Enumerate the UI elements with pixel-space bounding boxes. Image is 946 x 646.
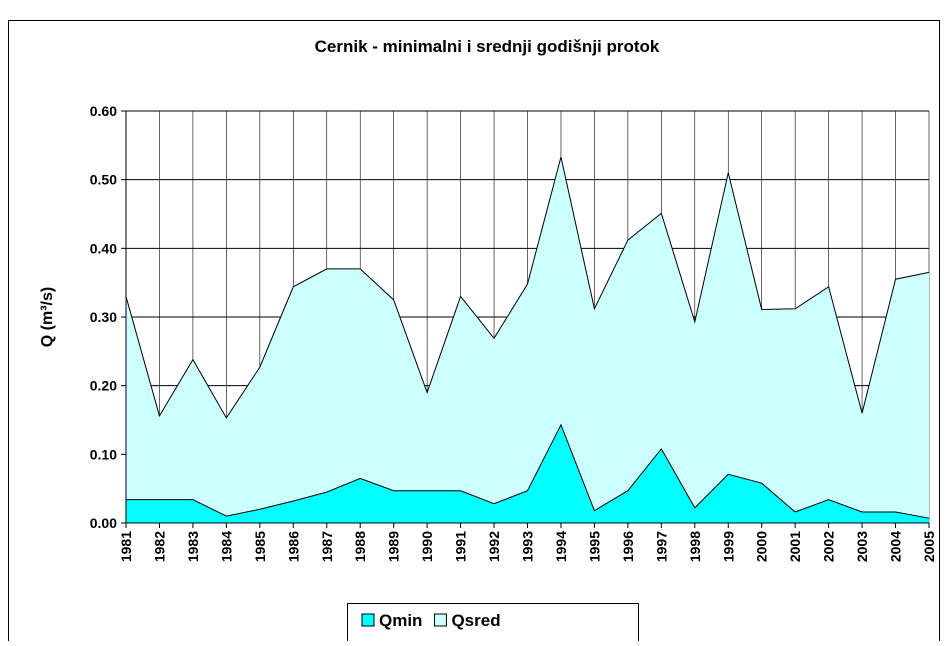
x-tick-label: 1999 bbox=[720, 531, 736, 562]
x-tick-label: 1983 bbox=[185, 531, 201, 562]
y-tick-label: 0.40 bbox=[90, 240, 117, 256]
x-tick-label: 2003 bbox=[854, 531, 870, 562]
x-tick-label: 1998 bbox=[687, 531, 703, 562]
legend-label: Qsred bbox=[451, 611, 500, 630]
y-tick-label: 0.00 bbox=[90, 515, 117, 531]
x-tick-label: 1985 bbox=[252, 531, 268, 562]
x-tick-label: 2002 bbox=[821, 531, 837, 562]
y-tick-label: 0.30 bbox=[90, 309, 117, 325]
x-tick-label: 1981 bbox=[118, 531, 134, 562]
area bbox=[126, 424, 929, 523]
x-tick-label: 1994 bbox=[553, 531, 569, 562]
y-tick-label: 0.50 bbox=[90, 172, 117, 188]
x-tick-label: 1987 bbox=[319, 531, 335, 562]
x-tick-label: 2001 bbox=[787, 531, 803, 562]
line bbox=[125, 156, 930, 419]
legend bbox=[347, 603, 639, 646]
x-tick-label: 1984 bbox=[218, 531, 234, 562]
x-tick-label: 1988 bbox=[352, 531, 368, 562]
y-tick-label: 0.10 bbox=[90, 446, 117, 462]
x-tick-label: 2004 bbox=[888, 531, 904, 562]
x-tick-label: 2000 bbox=[754, 531, 770, 562]
x-tick-label: 1990 bbox=[419, 531, 435, 562]
area bbox=[126, 157, 929, 524]
line bbox=[126, 423, 930, 519]
x-tick-label: 1996 bbox=[620, 531, 636, 562]
x-tick-label: 2005 bbox=[921, 531, 937, 562]
legend-swatch bbox=[361, 613, 375, 627]
chart-title: Cernik - minimalni i srednji godišnji pr… bbox=[315, 37, 660, 56]
x-tick-label: 1991 bbox=[453, 531, 469, 562]
x-tick-label: 1989 bbox=[386, 531, 402, 562]
x-tick-label: 1986 bbox=[285, 531, 301, 562]
legend-swatch bbox=[433, 613, 447, 627]
x-tick-label: 1992 bbox=[486, 531, 502, 562]
y-tick-label: 0.60 bbox=[90, 103, 117, 119]
x-tick-label: 1982 bbox=[151, 531, 167, 562]
y-axis-label: Q (m³/s) bbox=[39, 287, 56, 347]
y-tick-label: 0.20 bbox=[90, 378, 117, 394]
x-tick-label: 1993 bbox=[520, 531, 536, 562]
x-tick-label: 1995 bbox=[586, 531, 602, 562]
legend-label: Qmin bbox=[379, 611, 422, 630]
x-tick-label: 1997 bbox=[653, 531, 669, 562]
